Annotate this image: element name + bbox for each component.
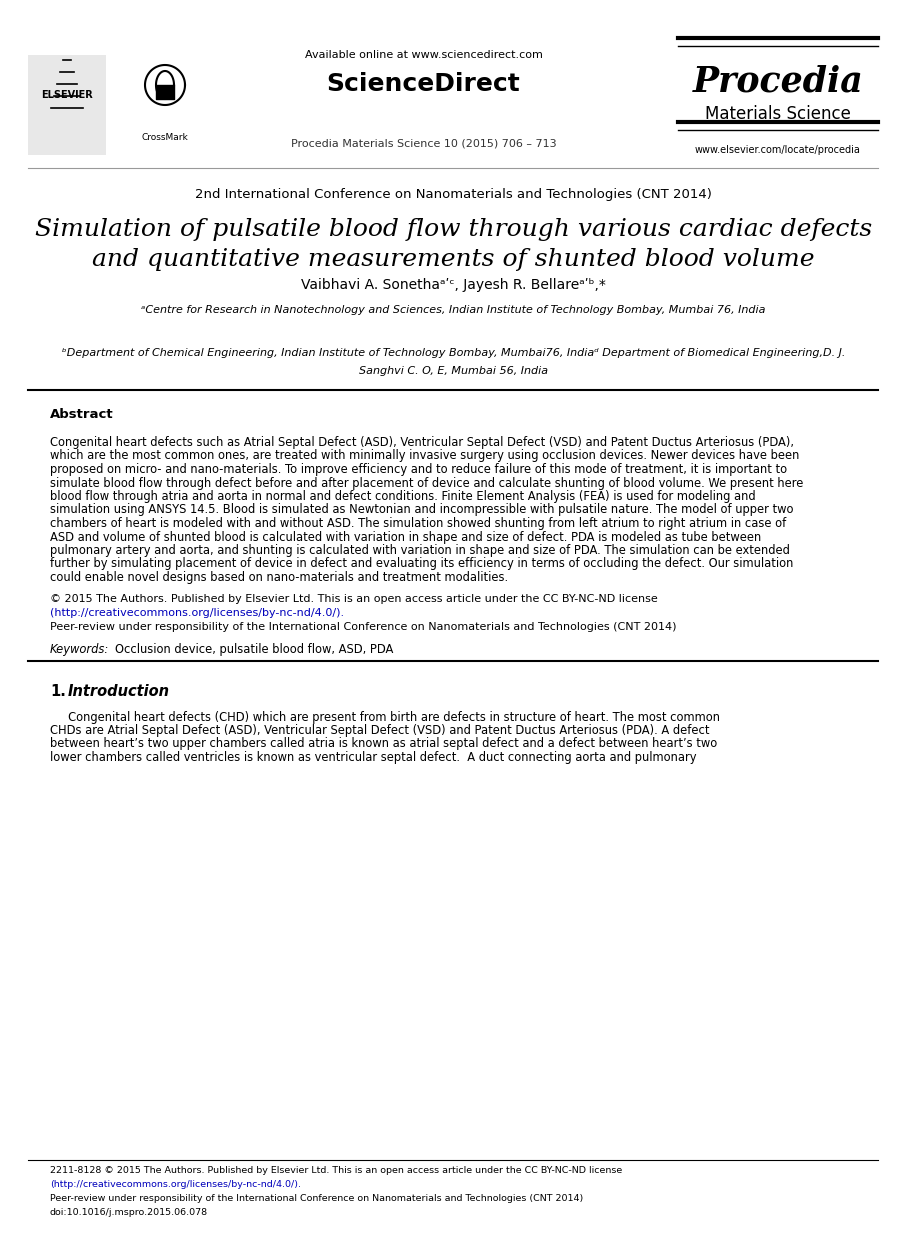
- Text: Procedia: Procedia: [693, 66, 863, 99]
- Text: further by simulating placement of device in defect and evaluating its efficienc: further by simulating placement of devic…: [50, 557, 794, 571]
- Text: ScienceDirect: ScienceDirect: [327, 72, 521, 97]
- Text: (http://creativecommons.org/licenses/by-nc-nd/4.0/).: (http://creativecommons.org/licenses/by-…: [50, 609, 344, 619]
- Text: (http://creativecommons.org/licenses/by-nc-nd/4.0/).: (http://creativecommons.org/licenses/by-…: [50, 1180, 301, 1188]
- Text: Abstract: Abstract: [50, 409, 113, 421]
- Text: blood flow through atria and aorta in normal and defect conditions. Finite Eleme: blood flow through atria and aorta in no…: [50, 490, 756, 503]
- Text: Simulation of pulsatile blood flow through various cardiac defects: Simulation of pulsatile blood flow throu…: [34, 218, 873, 241]
- Text: Congenital heart defects such as Atrial Septal Defect (ASD), Ventricular Septal : Congenital heart defects such as Atrial …: [50, 436, 794, 449]
- Text: which are the most common ones, are treated with minimally invasive surgery usin: which are the most common ones, are trea…: [50, 449, 799, 463]
- Text: could enable novel designs based on nano-materials and treatment modalities.: could enable novel designs based on nano…: [50, 571, 508, 584]
- Text: Materials Science: Materials Science: [705, 105, 851, 123]
- Text: 1.: 1.: [50, 685, 66, 699]
- Text: proposed on micro- and nano-materials. To improve efficiency and to reduce failu: proposed on micro- and nano-materials. T…: [50, 463, 787, 475]
- Text: Vaibhavi A. Sonethaᵃʹᶜ, Jayesh R. Bellareᵃʹᵇ,*: Vaibhavi A. Sonethaᵃʹᶜ, Jayesh R. Bellar…: [301, 279, 606, 292]
- Text: ELSEVIER: ELSEVIER: [41, 90, 93, 100]
- Text: simulation using ANSYS 14.5. Blood is simulated as Newtonian and incompressible : simulation using ANSYS 14.5. Blood is si…: [50, 504, 794, 516]
- Text: 2211-8128 © 2015 The Authors. Published by Elsevier Ltd. This is an open access : 2211-8128 © 2015 The Authors. Published …: [50, 1166, 622, 1175]
- Text: Available online at www.sciencedirect.com: Available online at www.sciencedirect.co…: [305, 50, 542, 59]
- Text: CHDs are Atrial Septal Defect (ASD), Ventricular Septal Defect (VSD) and Patent : CHDs are Atrial Septal Defect (ASD), Ven…: [50, 724, 709, 737]
- Text: Peer-review under responsibility of the International Conference on Nanomaterial: Peer-review under responsibility of the …: [50, 1193, 583, 1203]
- Text: ASD and volume of shunted blood is calculated with variation in shape and size o: ASD and volume of shunted blood is calcu…: [50, 531, 761, 543]
- Text: and quantitative measurements of shunted blood volume: and quantitative measurements of shunted…: [93, 248, 814, 271]
- Text: chambers of heart is modeled with and without ASD. The simulation showed shuntin: chambers of heart is modeled with and wi…: [50, 517, 786, 530]
- Text: Sanghvi C. O, E, Mumbai 56, India: Sanghvi C. O, E, Mumbai 56, India: [359, 366, 548, 376]
- Text: lower chambers called ventricles is known as ventricular septal defect.  A duct : lower chambers called ventricles is know…: [50, 751, 697, 764]
- Text: Peer-review under responsibility of the International Conference on Nanomaterial: Peer-review under responsibility of the …: [50, 623, 677, 633]
- Text: 2nd International Conference on Nanomaterials and Technologies (CNT 2014): 2nd International Conference on Nanomate…: [195, 188, 712, 201]
- Text: CrossMark: CrossMark: [141, 132, 189, 142]
- Text: ᵃCentre for Research in Nanotechnology and Sciences, Indian Institute of Technol: ᵃCentre for Research in Nanotechnology a…: [141, 305, 766, 314]
- Text: www.elsevier.com/locate/procedia: www.elsevier.com/locate/procedia: [695, 145, 861, 155]
- Text: between heart’s two upper chambers called atria is known as atrial septal defect: between heart’s two upper chambers calle…: [50, 738, 717, 750]
- Text: pulmonary artery and aorta, and shunting is calculated with variation in shape a: pulmonary artery and aorta, and shunting…: [50, 543, 790, 557]
- Bar: [28, 54, 106, 155]
- Text: © 2015 The Authors. Published by Elsevier Ltd. This is an open access article un: © 2015 The Authors. Published by Elsevie…: [50, 594, 658, 604]
- Text: doi:10.1016/j.mspro.2015.06.078: doi:10.1016/j.mspro.2015.06.078: [50, 1208, 208, 1217]
- Text: Procedia Materials Science 10 (2015) 706 – 713: Procedia Materials Science 10 (2015) 706…: [290, 137, 556, 149]
- Text: Occlusion device, pulsatile blood flow, ASD, PDA: Occlusion device, pulsatile blood flow, …: [115, 643, 394, 655]
- Text: Congenital heart defects (CHD) which are present from birth are defects in struc: Congenital heart defects (CHD) which are…: [50, 711, 720, 723]
- Text: Introduction: Introduction: [68, 685, 170, 699]
- Text: simulate blood flow through defect before and after placement of device and calc: simulate blood flow through defect befor…: [50, 477, 804, 489]
- Text: ᵇDepartment of Chemical Engineering, Indian Institute of Technology Bombay, Mumb: ᵇDepartment of Chemical Engineering, Ind…: [62, 348, 845, 358]
- Text: Keywords:: Keywords:: [50, 643, 109, 655]
